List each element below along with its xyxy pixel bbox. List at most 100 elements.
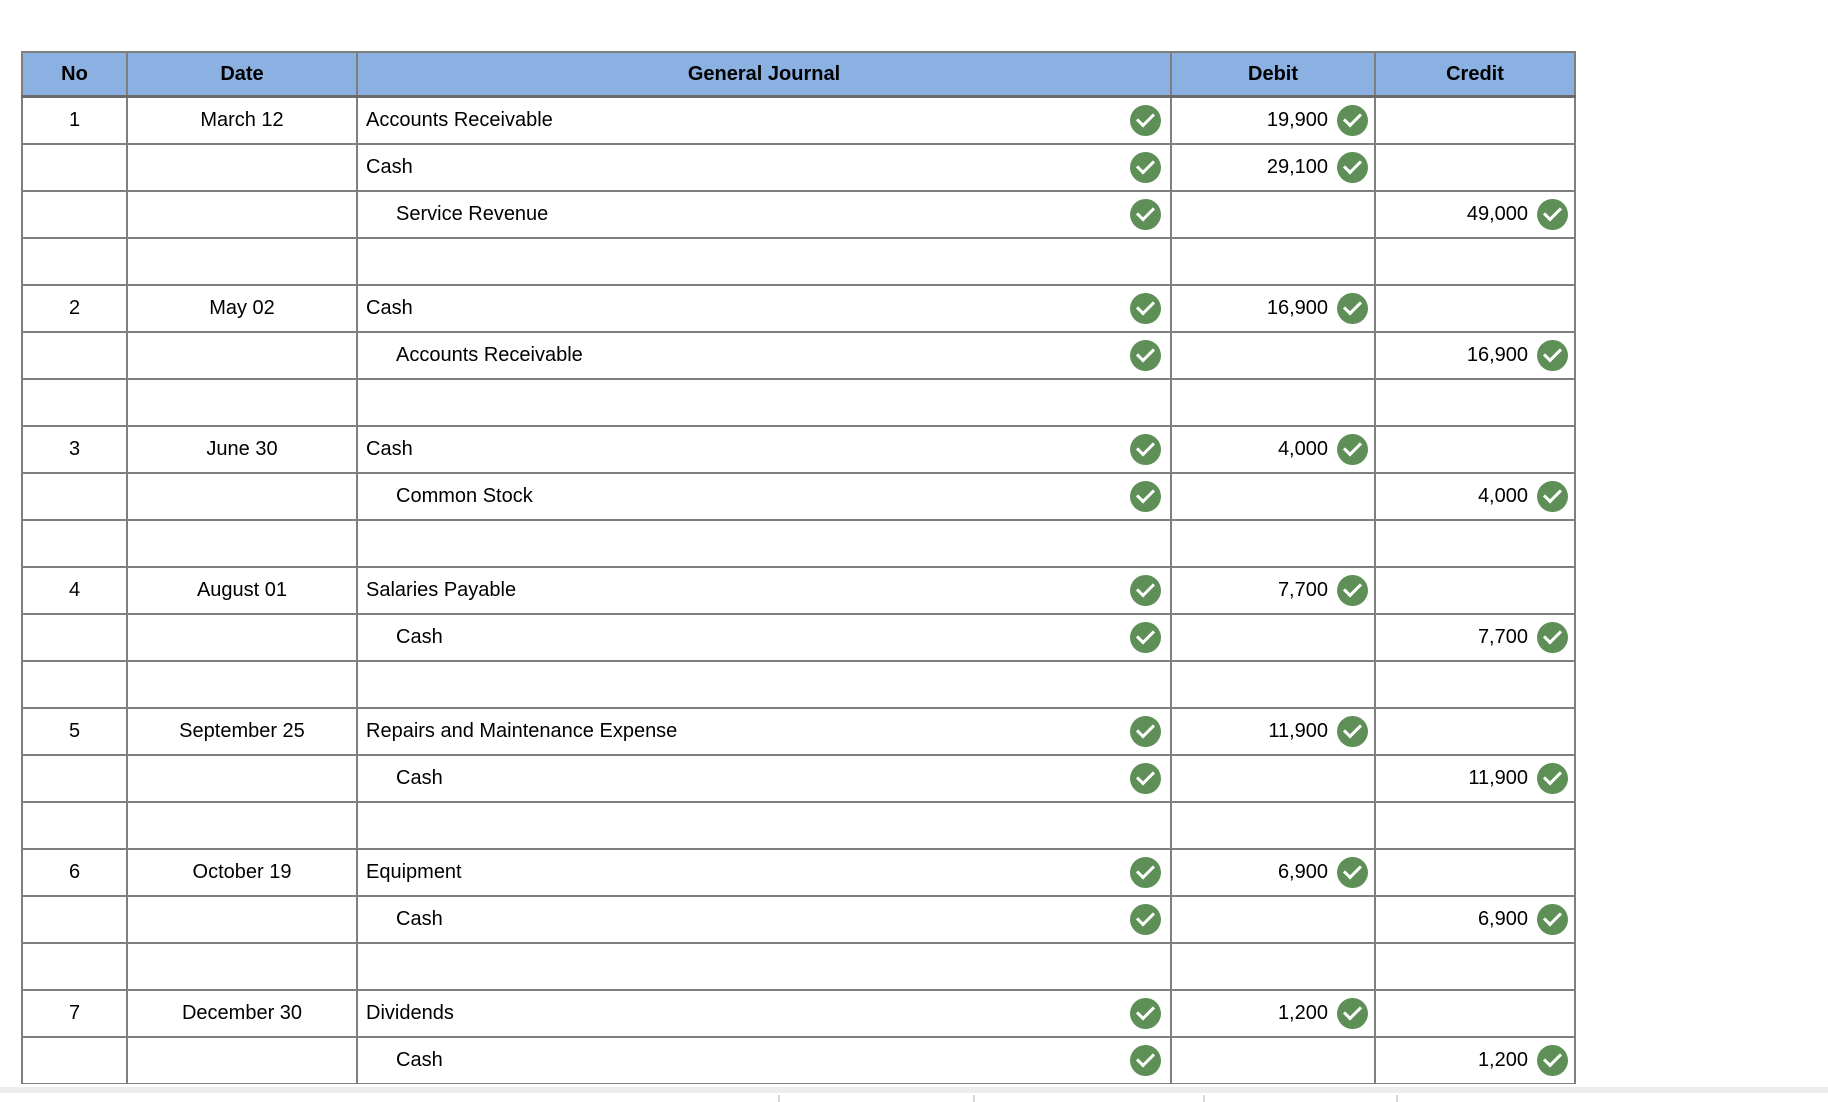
row-number-cell — [21, 1036, 128, 1084]
credit-cell[interactable] — [1374, 143, 1576, 192]
correct-check-icon — [1537, 340, 1568, 371]
general-journal-section: No Date General Journal Debit Credit 1 Ma… — [21, 51, 1581, 1084]
date-cell — [126, 1036, 358, 1084]
account-cell[interactable]: Repairs and Maintenance Expense — [356, 707, 1172, 756]
correct-check-icon — [1337, 434, 1368, 465]
row-number-cell — [21, 190, 128, 239]
credit-cell — [1374, 942, 1576, 991]
debit-cell — [1170, 801, 1376, 850]
account-cell[interactable]: Cash — [356, 754, 1172, 803]
debit-amount: 7,700 — [1277, 579, 1328, 601]
correct-check-icon — [1337, 716, 1368, 747]
date-cell: May 02 — [126, 284, 358, 333]
account-cell[interactable]: Cash — [356, 613, 1172, 662]
journal-table-body: 1 March 12 Accounts Receivable 19,900 Cash 29… — [21, 95, 1576, 1084]
account-cell — [356, 378, 1172, 427]
date-cell: December 30 — [126, 989, 358, 1038]
debit-cell[interactable]: 6,900 — [1170, 848, 1376, 897]
debit-cell[interactable] — [1170, 331, 1376, 380]
account-name: Cash — [396, 626, 443, 648]
debit-cell — [1170, 942, 1376, 991]
debit-cell[interactable] — [1170, 613, 1376, 662]
journal-row: Cash 29,100 — [21, 143, 1576, 192]
credit-amount: 6,900 — [1477, 908, 1528, 930]
credit-cell — [1374, 801, 1576, 850]
account-cell[interactable]: Common Stock — [356, 472, 1172, 521]
credit-cell[interactable]: 7,700 — [1374, 613, 1576, 662]
spacer-row — [21, 519, 1576, 568]
debit-cell[interactable]: 7,700 — [1170, 566, 1376, 615]
credit-cell[interactable]: 11,900 — [1374, 754, 1576, 803]
credit-cell[interactable] — [1374, 284, 1576, 333]
correct-check-icon — [1337, 293, 1368, 324]
spacer-row — [21, 378, 1576, 427]
spacer-row — [21, 660, 1576, 709]
account-cell[interactable]: Dividends — [356, 989, 1172, 1038]
debit-cell[interactable] — [1170, 472, 1376, 521]
correct-check-icon — [1130, 857, 1161, 888]
debit-cell[interactable] — [1170, 754, 1376, 803]
account-cell[interactable]: Cash — [356, 143, 1172, 192]
credit-cell[interactable] — [1374, 425, 1576, 474]
debit-cell[interactable]: 4,000 — [1170, 425, 1376, 474]
debit-cell[interactable] — [1170, 895, 1376, 944]
credit-cell[interactable]: 1,200 — [1374, 1036, 1576, 1084]
journal-row: 7 December 30 Dividends 1,200 — [21, 989, 1576, 1038]
credit-cell[interactable] — [1374, 566, 1576, 615]
spacer-row — [21, 237, 1576, 286]
correct-check-icon — [1337, 998, 1368, 1029]
debit-cell — [1170, 660, 1376, 709]
column-header-date: Date — [126, 51, 358, 98]
account-cell[interactable]: Cash — [356, 425, 1172, 474]
row-number-cell — [21, 895, 128, 944]
correct-check-icon — [1337, 857, 1368, 888]
credit-cell[interactable] — [1374, 848, 1576, 897]
correct-check-icon — [1130, 716, 1161, 747]
row-number-cell: 5 — [21, 707, 128, 756]
date-cell — [126, 942, 358, 991]
debit-cell[interactable]: 16,900 — [1170, 284, 1376, 333]
debit-cell[interactable]: 11,900 — [1170, 707, 1376, 756]
correct-check-icon — [1537, 622, 1568, 653]
date-cell — [126, 143, 358, 192]
credit-amount: 11,900 — [1468, 767, 1528, 789]
credit-cell[interactable] — [1374, 95, 1576, 145]
correct-check-icon — [1537, 904, 1568, 935]
account-cell[interactable]: Cash — [356, 895, 1172, 944]
credit-cell[interactable]: 49,000 — [1374, 190, 1576, 239]
journal-row: Cash 6,900 — [21, 895, 1576, 944]
correct-check-icon — [1130, 904, 1161, 935]
next-table-border-stub — [1203, 1095, 1205, 1102]
credit-cell[interactable]: 16,900 — [1374, 331, 1576, 380]
account-cell[interactable]: Accounts Receivable — [356, 331, 1172, 380]
correct-check-icon — [1537, 199, 1568, 230]
account-cell[interactable]: Accounts Receivable — [356, 95, 1172, 145]
date-cell — [126, 801, 358, 850]
debit-cell[interactable]: 1,200 — [1170, 989, 1376, 1038]
row-number-cell — [21, 519, 128, 568]
correct-check-icon — [1130, 998, 1161, 1029]
journal-row: Common Stock 4,000 — [21, 472, 1576, 521]
debit-cell[interactable]: 19,900 — [1170, 95, 1376, 145]
account-cell[interactable]: Service Revenue — [356, 190, 1172, 239]
credit-cell[interactable] — [1374, 707, 1576, 756]
debit-cell[interactable]: 29,100 — [1170, 143, 1376, 192]
credit-cell[interactable] — [1374, 989, 1576, 1038]
account-cell[interactable]: Salaries Payable — [356, 566, 1172, 615]
correct-check-icon — [1337, 575, 1368, 606]
account-cell[interactable]: Cash — [356, 1036, 1172, 1084]
account-name: Service Revenue — [396, 203, 549, 225]
debit-cell[interactable] — [1170, 1036, 1376, 1084]
account-cell[interactable]: Cash — [356, 284, 1172, 333]
correct-check-icon — [1130, 199, 1161, 230]
debit-cell — [1170, 378, 1376, 427]
debit-cell — [1170, 519, 1376, 568]
credit-cell[interactable]: 4,000 — [1374, 472, 1576, 521]
credit-amount: 7,700 — [1477, 626, 1528, 648]
account-cell[interactable]: Equipment — [356, 848, 1172, 897]
row-number-cell: 1 — [21, 95, 128, 145]
column-header-general-journal: General Journal — [356, 51, 1172, 98]
credit-cell[interactable]: 6,900 — [1374, 895, 1576, 944]
debit-cell[interactable] — [1170, 190, 1376, 239]
row-number-cell — [21, 143, 128, 192]
